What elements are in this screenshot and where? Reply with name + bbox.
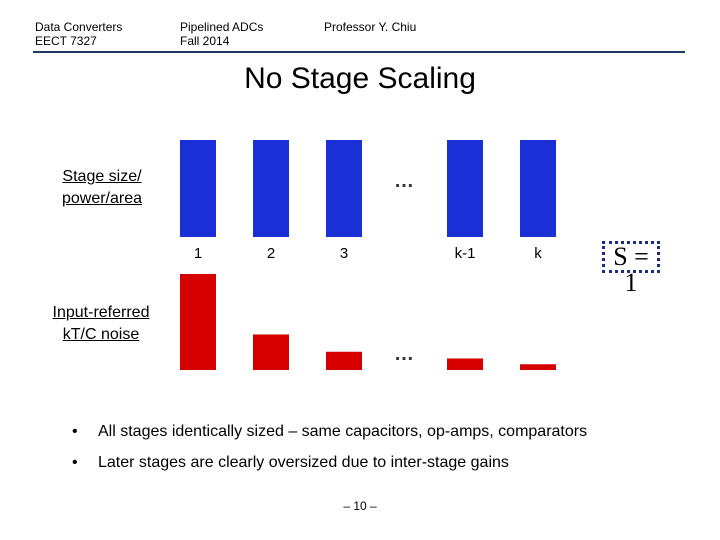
stage-number: 1 <box>193 245 203 262</box>
header-topic: Pipelined ADCs Fall 2014 <box>180 20 264 48</box>
header-rule <box>33 51 685 53</box>
noise-bar <box>520 364 556 370</box>
bullet-item: • All stages identically sized – same cap… <box>72 423 587 441</box>
scaling-factor-box: S = 1 <box>602 241 660 296</box>
ellipsis-bottom: … <box>394 343 415 365</box>
stage-size-bar <box>520 140 556 237</box>
header-instructor: Professor Y. Chiu <box>324 20 417 34</box>
stage-number: k <box>534 245 542 262</box>
noise-bar <box>326 351 362 370</box>
stage-size-bar <box>180 140 216 237</box>
stage-size-label-text: Stage size/ power/area <box>61 168 143 207</box>
ellipsis-top: … <box>394 170 415 192</box>
stage-size-label: Stage size/ power/area <box>52 166 152 210</box>
noise-bar <box>447 358 483 370</box>
noise-label-text: Input-referred kT/C noise <box>52 304 150 343</box>
noise-bar <box>180 274 216 370</box>
bullet-text: All stages identically sized – same capa… <box>98 423 588 440</box>
bullet-text: Later stages are clearly oversized due t… <box>98 454 509 471</box>
stage-number: k-1 <box>454 245 476 262</box>
bullet-mark: • <box>72 454 78 471</box>
page-number: – 10 – <box>343 499 377 513</box>
stage-size-bar <box>447 140 483 237</box>
header-course: Data Converters EECT 7327 <box>35 20 123 48</box>
noise-label: Input-referred kT/C noise <box>40 302 162 346</box>
stage-size-bar <box>253 140 289 237</box>
slide-title: No Stage Scaling <box>244 62 476 95</box>
bullet-item: • Later stages are clearly oversized due … <box>72 454 509 472</box>
bullet-mark: • <box>72 423 78 440</box>
stage-size-bar <box>326 140 362 237</box>
stage-number: 3 <box>339 245 349 262</box>
noise-bar <box>253 334 289 370</box>
stage-number: 2 <box>266 245 276 262</box>
